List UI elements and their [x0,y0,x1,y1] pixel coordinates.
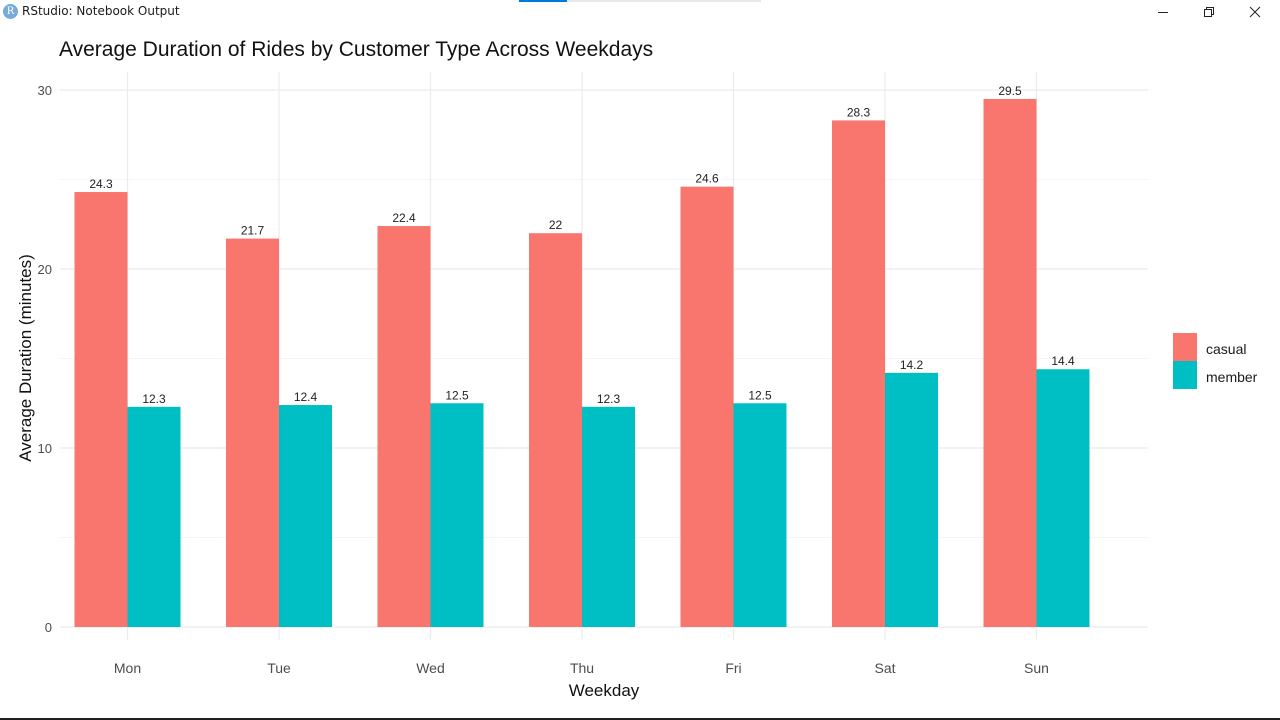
close-button[interactable] [1232,0,1278,24]
data-label-member-tue: 12.4 [294,390,318,404]
bar-casual-fri [680,186,734,627]
legend-item-member: member [1173,361,1273,389]
x-tick-label-thu: Thu [570,660,594,676]
window-bottom-border [0,718,1280,720]
legend-label-member: member [1206,369,1258,385]
restore-icon [1204,7,1214,17]
data-label-member-mon: 12.3 [142,392,166,406]
bar-casual-sat [832,120,885,628]
y-tick-label: 10 [38,441,52,456]
bar-casual-mon [74,192,128,627]
legend-item-casual: casual [1173,333,1273,361]
data-label-member-sat: 14.2 [900,358,924,372]
y-axis-title: Average Duration (minutes) [16,254,35,462]
y-tick-label: 20 [38,262,52,277]
bar-member-thu [582,406,635,627]
chart-legend: casual member [1173,333,1273,389]
bar-member-fri [733,403,787,627]
chart-title: Average Duration of Rides by Customer Ty… [59,38,654,61]
bar-member-sat [885,372,938,627]
tab-strip-active-indicator [519,0,567,2]
minimize-button[interactable] [1140,0,1186,24]
x-tick-label-sun: Sun [1024,660,1049,676]
legend-swatch-casual [1173,333,1197,361]
bar-casual-thu [529,233,582,627]
legend-label-casual: casual [1206,341,1247,357]
data-label-casual-sun: 29.5 [998,84,1022,98]
data-label-casual-sat: 28.3 [847,105,871,119]
data-label-casual-tue: 21.7 [241,224,265,238]
bar-member-wed [430,403,484,627]
data-label-member-wed: 12.5 [445,388,469,402]
bar-casual-sun [983,98,1037,627]
restore-button[interactable] [1186,0,1232,24]
x-tick-label-mon: Mon [114,660,141,676]
data-label-casual-fri: 24.6 [695,172,719,186]
x-tick-label-tue: Tue [267,660,291,676]
x-tick-label-sat: Sat [874,660,895,676]
tab-strip [519,0,761,2]
bar-member-mon [127,406,181,627]
bar-member-tue [279,405,332,627]
bar-casual-wed [377,226,431,628]
minimize-icon [1158,12,1168,13]
window-title: RStudio: Notebook Output [22,4,180,18]
rstudio-logo-icon: R [3,4,18,19]
data-label-member-sun: 14.4 [1051,354,1075,368]
bar-casual-tue [226,238,279,627]
y-tick-label: 0 [45,620,52,635]
data-label-casual-mon: 24.3 [89,177,113,191]
data-label-member-fri: 12.5 [748,388,772,402]
x-axis-title: Weekday [569,681,640,700]
close-icon [1249,6,1261,18]
bar-member-sun [1036,369,1090,627]
data-label-member-thu: 12.3 [597,392,621,406]
legend-swatch-member [1173,361,1197,389]
x-tick-label-wed: Wed [416,660,445,676]
data-label-casual-wed: 22.4 [392,211,416,225]
data-label-casual-thu: 22 [549,218,563,232]
x-tick-label-fri: Fri [725,660,741,676]
y-tick-label: 30 [38,83,52,98]
title-bar[interactable]: R RStudio: Notebook Output [0,0,1280,24]
